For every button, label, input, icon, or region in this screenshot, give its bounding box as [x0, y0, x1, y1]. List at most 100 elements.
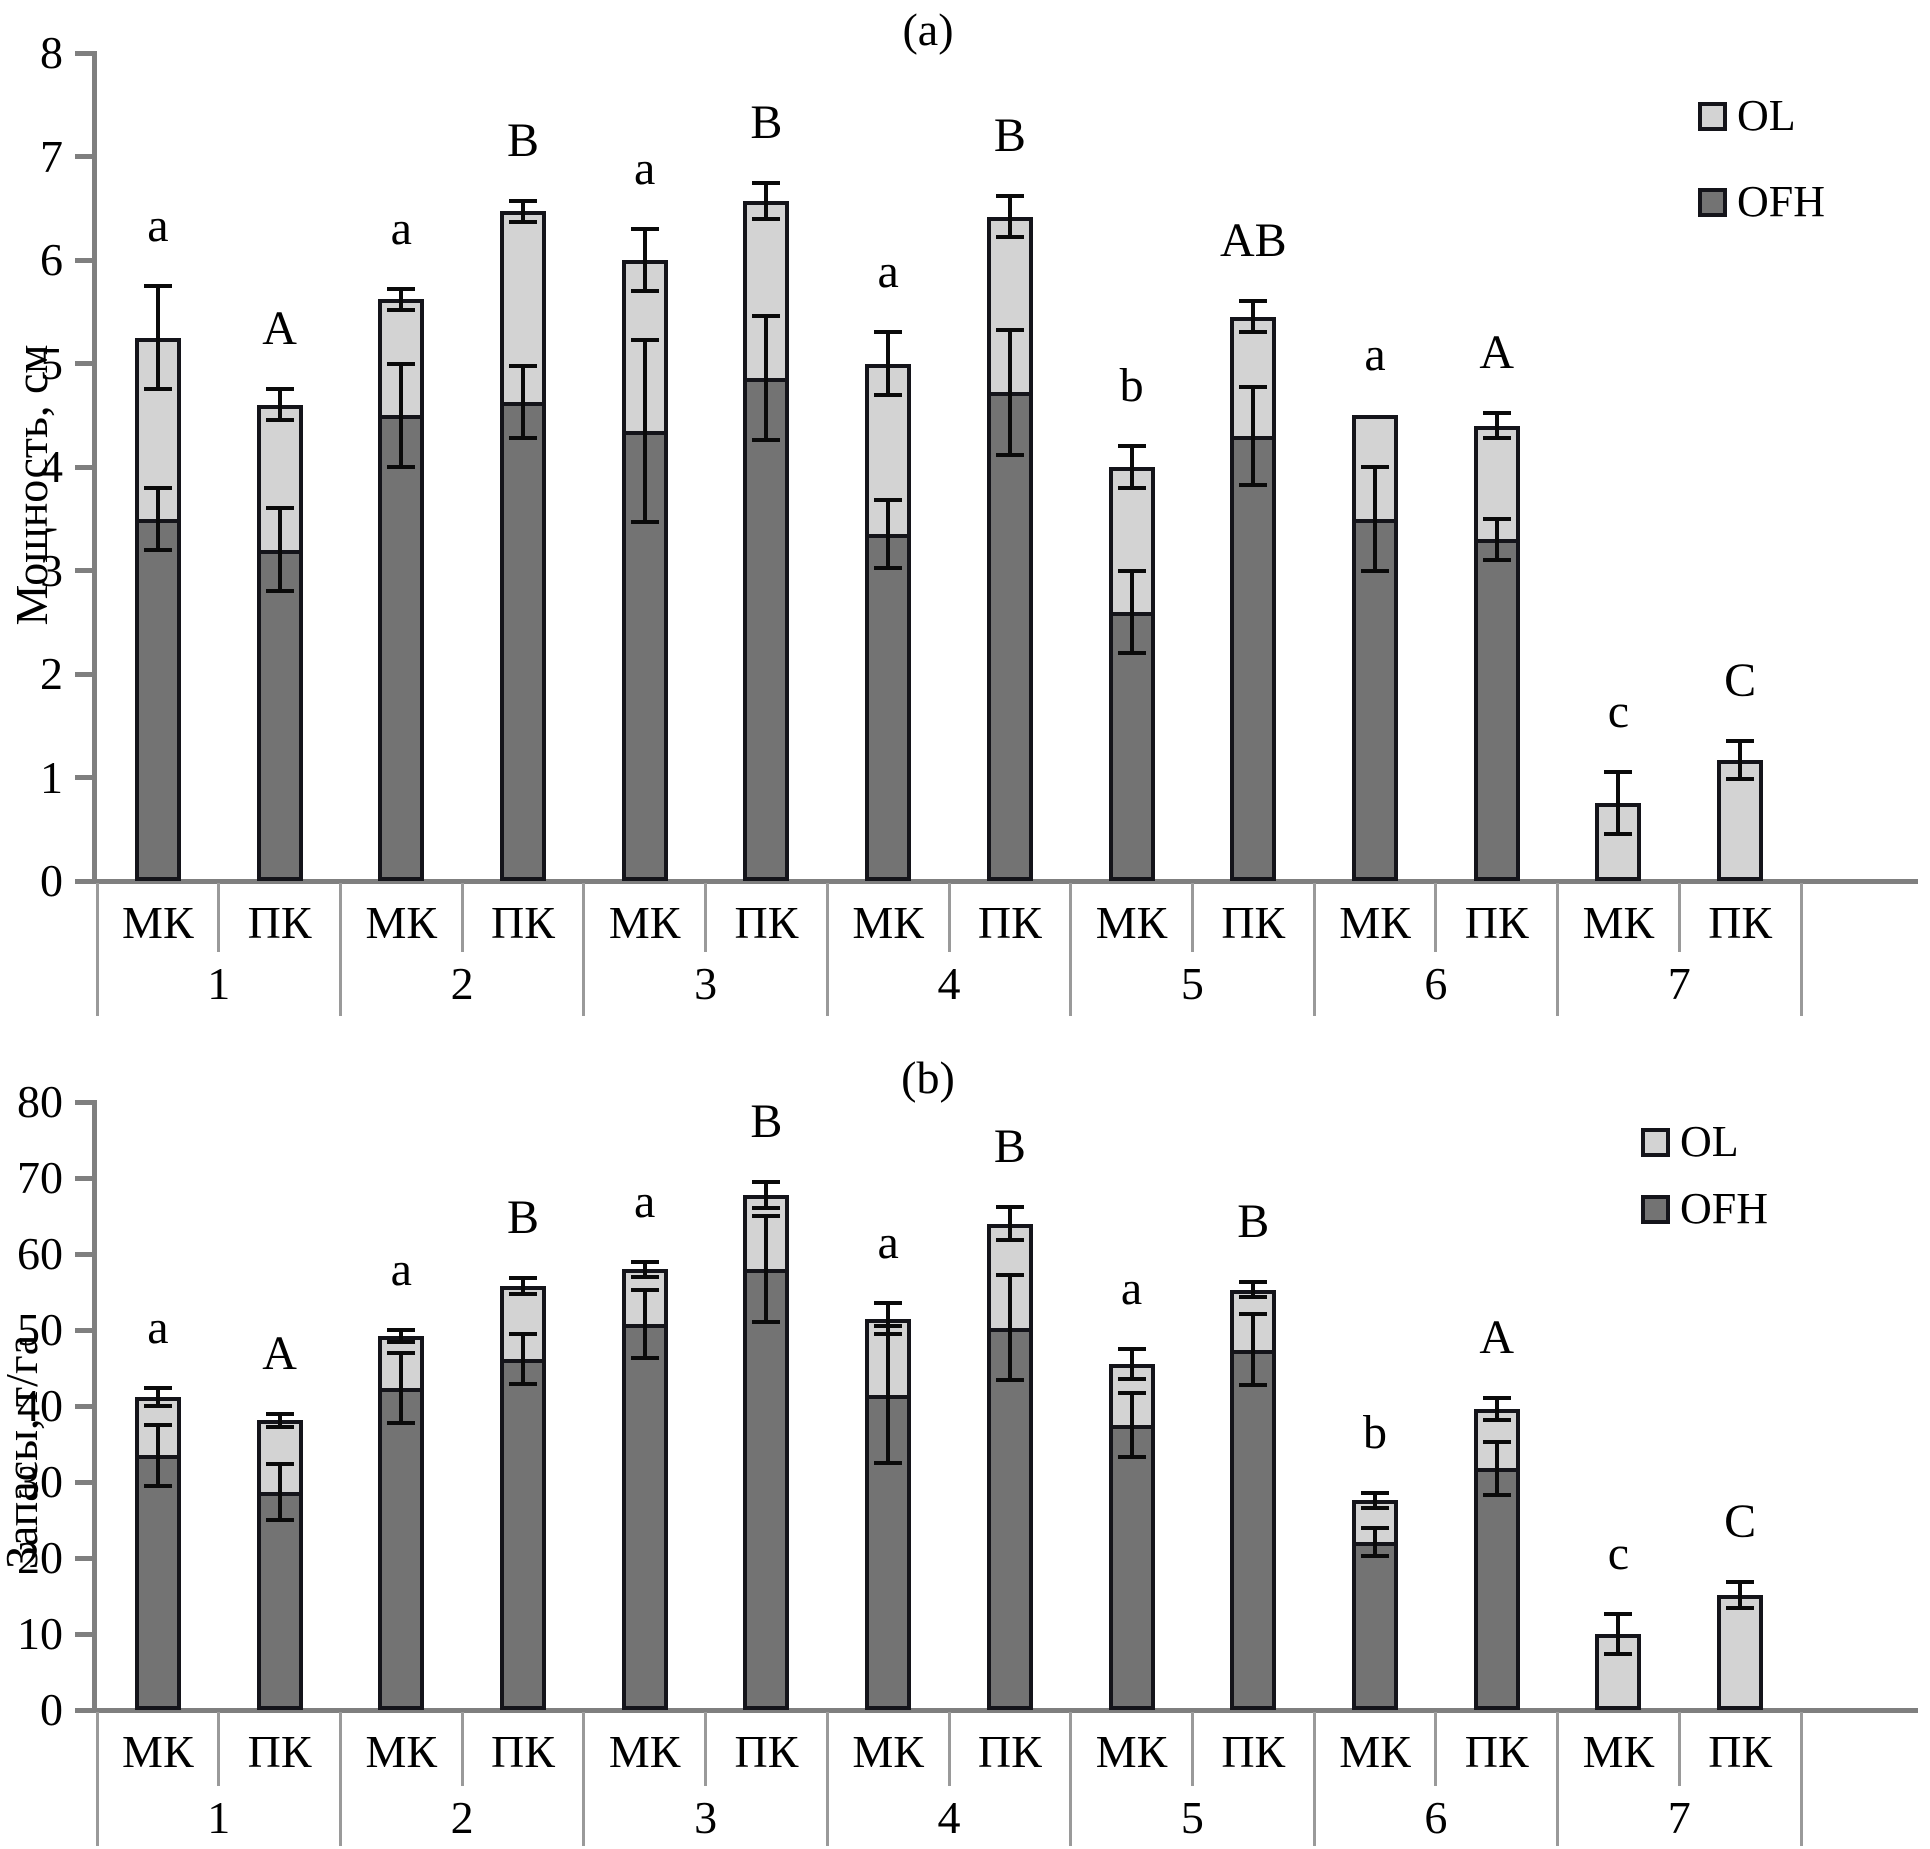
x-group-label: 6 — [1424, 958, 1448, 1009]
y-axis-tick — [75, 257, 97, 263]
category-group-separator — [825, 883, 829, 1016]
significance-label: c — [1607, 685, 1630, 739]
category-separator — [1434, 883, 1438, 952]
error-bar-total-cap — [1604, 832, 1633, 837]
error-bar-ofh-cap — [874, 566, 903, 571]
x-group-label: 3 — [694, 958, 718, 1009]
error-bar-total-cap — [387, 1340, 416, 1345]
error-bar-ofh-cap — [387, 1420, 416, 1425]
y-axis-tick — [75, 1479, 97, 1485]
error-bar-total-cap — [1117, 1347, 1146, 1351]
legend-item-ol: OL — [1641, 1118, 1768, 1166]
error-bar-ofh-cap — [1482, 1439, 1511, 1444]
error-bar-total-cap — [1239, 1280, 1268, 1285]
y-tick-label: 5 — [40, 337, 63, 389]
error-bar-ofh — [277, 1463, 282, 1520]
bar-segment-ol — [1717, 1595, 1764, 1710]
x-category-label: МК — [852, 897, 924, 948]
error-bar-ofh — [764, 1216, 769, 1323]
error-bar-total-cap — [995, 1204, 1024, 1209]
error-bar-total-cap — [1726, 739, 1755, 744]
error-bar-ofh — [886, 1326, 891, 1463]
y-tick-label: 1 — [40, 751, 63, 803]
category-group-separator — [95, 883, 99, 1016]
error-bar-ofh-cap — [874, 498, 903, 503]
bar-segment-ofh — [134, 518, 181, 881]
y-axis-tick — [75, 1099, 97, 1105]
x-category-label: МК — [1339, 1726, 1411, 1777]
significance-label: a — [877, 1216, 899, 1270]
category-group-separator — [1799, 1712, 1803, 1846]
error-bar-ofh — [521, 365, 525, 438]
error-bar-total-cap — [265, 1412, 294, 1417]
error-bar-ofh-cap — [630, 337, 659, 342]
x-category-label: ПК — [1221, 897, 1286, 948]
significance-label: B — [506, 114, 539, 167]
error-bar-total-cap — [1482, 436, 1511, 441]
error-bar-total-cap — [752, 1179, 781, 1184]
error-bar-ofh-cap — [509, 363, 537, 368]
category-group-separator — [338, 1712, 342, 1846]
error-bar-ofh-cap — [1117, 651, 1146, 656]
error-bar-ofh-cap — [630, 1287, 659, 1292]
x-category-label: ПК — [1464, 897, 1529, 948]
error-bar-total — [642, 1261, 647, 1277]
panel-b-legend: OL OFH — [1641, 1118, 1768, 1233]
ofh-swatch-icon — [1698, 187, 1727, 217]
significance-label: a — [634, 1174, 656, 1228]
significance-label: a — [147, 198, 169, 252]
significance-label: a — [1364, 328, 1386, 382]
category-group-separator — [825, 1712, 829, 1846]
bar-segment-ofh — [378, 1387, 425, 1710]
x-category-label: МК — [122, 1726, 194, 1777]
category-group-separator — [1556, 883, 1560, 1016]
error-bar-ofh — [1494, 518, 1499, 561]
error-bar-total-cap — [509, 219, 537, 224]
x-category-label: МК — [1339, 897, 1411, 948]
error-bar-ofh-cap — [143, 485, 172, 490]
error-bar-total — [155, 285, 160, 390]
error-bar-ofh-cap — [143, 1423, 172, 1427]
error-bar-total-cap — [630, 1259, 659, 1264]
y-axis-tick — [75, 1555, 97, 1561]
error-bar-ofh — [1373, 1528, 1377, 1556]
significance-label: C — [1724, 654, 1757, 708]
error-bar-ofh-cap — [387, 465, 416, 469]
error-bar-total-cap — [995, 235, 1024, 240]
x-category-label: МК — [1095, 897, 1168, 948]
panel-a-title: (a) — [902, 4, 954, 55]
error-bar-ofh-cap — [995, 452, 1024, 457]
error-bar-total — [1007, 195, 1012, 238]
significance-label: a — [147, 1300, 169, 1354]
bar-segment-ofh — [986, 392, 1033, 881]
y-axis-tick — [75, 1631, 97, 1637]
error-bar-total — [1616, 772, 1621, 835]
bar-segment-ofh — [986, 1327, 1033, 1710]
error-bar-total — [155, 1387, 160, 1406]
x-category-label: ПК — [1708, 897, 1773, 948]
x-group-label: 2 — [450, 958, 474, 1009]
category-group-separator — [1069, 1712, 1073, 1846]
error-bar-ofh-cap — [1482, 1492, 1511, 1497]
legend-item-ofh: OFH — [1698, 178, 1825, 226]
bar-segment-ofh — [1473, 1468, 1520, 1710]
error-bar-total-cap — [630, 226, 659, 231]
error-bar-total — [1494, 413, 1499, 438]
y-axis-tick — [75, 775, 97, 780]
error-bar-ofh-cap — [509, 436, 537, 441]
error-bar-total — [399, 288, 404, 310]
bar-segment-ofh — [500, 401, 546, 881]
error-bar-ofh-cap — [995, 1378, 1024, 1383]
error-bar-ofh-cap — [995, 328, 1024, 333]
x-category-label: МК — [608, 897, 681, 948]
x-group-label: 7 — [1667, 1792, 1691, 1843]
error-bar-total — [886, 332, 891, 395]
significance-label: B — [1237, 1195, 1270, 1249]
bar-segment-ofh — [621, 1323, 668, 1710]
error-bar-total — [521, 1278, 525, 1294]
error-bar-ofh-cap — [752, 1320, 781, 1325]
legend-ofh-label: OFH — [1680, 1184, 1769, 1233]
error-bar-ofh — [1373, 467, 1377, 571]
error-bar-total-cap — [874, 330, 903, 335]
